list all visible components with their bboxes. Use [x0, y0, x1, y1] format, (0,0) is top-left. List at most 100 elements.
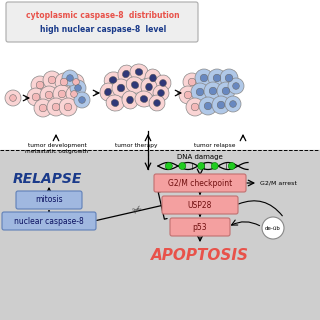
- Ellipse shape: [131, 81, 139, 89]
- Circle shape: [222, 87, 230, 95]
- Circle shape: [27, 88, 45, 106]
- Text: de-üb: de-üb: [265, 226, 281, 230]
- FancyBboxPatch shape: [2, 212, 96, 230]
- Ellipse shape: [109, 76, 117, 84]
- Text: APOPTOSIS: APOPTOSIS: [151, 247, 249, 262]
- Circle shape: [195, 69, 213, 87]
- Text: G2/M checkpoint: G2/M checkpoint: [168, 179, 232, 188]
- Circle shape: [40, 86, 58, 104]
- Circle shape: [74, 92, 90, 108]
- Circle shape: [209, 87, 217, 95]
- Circle shape: [186, 98, 204, 116]
- Circle shape: [165, 163, 172, 170]
- Ellipse shape: [145, 69, 161, 87]
- Circle shape: [199, 97, 217, 115]
- Text: nuclear caspase-8: nuclear caspase-8: [14, 217, 84, 226]
- FancyBboxPatch shape: [154, 174, 246, 192]
- Text: tumor development
metastatic outgrowth: tumor development metastatic outgrowth: [25, 143, 89, 154]
- Circle shape: [196, 88, 204, 96]
- FancyBboxPatch shape: [6, 2, 198, 42]
- Ellipse shape: [149, 74, 156, 82]
- Circle shape: [48, 76, 56, 84]
- Ellipse shape: [106, 95, 124, 111]
- Circle shape: [184, 91, 192, 99]
- Circle shape: [62, 70, 78, 86]
- Circle shape: [217, 82, 235, 100]
- Ellipse shape: [149, 95, 165, 111]
- Circle shape: [53, 85, 71, 103]
- Circle shape: [32, 93, 40, 101]
- Circle shape: [75, 84, 81, 92]
- Text: RELAPSE: RELAPSE: [12, 172, 82, 186]
- Circle shape: [204, 82, 222, 100]
- Circle shape: [70, 80, 86, 96]
- Circle shape: [230, 100, 236, 108]
- Ellipse shape: [126, 77, 144, 93]
- Ellipse shape: [123, 70, 130, 78]
- Bar: [0, 150, 320, 320]
- Text: high nuclear caspase-8  level: high nuclear caspase-8 level: [40, 25, 166, 34]
- Circle shape: [73, 79, 79, 85]
- Circle shape: [191, 83, 209, 101]
- Circle shape: [233, 83, 239, 89]
- Circle shape: [10, 95, 16, 101]
- Circle shape: [71, 91, 77, 97]
- Text: tumor relapse: tumor relapse: [194, 143, 236, 148]
- FancyBboxPatch shape: [162, 196, 238, 214]
- Ellipse shape: [155, 75, 171, 91]
- Ellipse shape: [118, 65, 134, 83]
- Ellipse shape: [122, 91, 138, 109]
- Circle shape: [36, 81, 44, 89]
- Circle shape: [5, 90, 21, 106]
- Ellipse shape: [158, 90, 164, 96]
- Circle shape: [31, 76, 49, 94]
- Ellipse shape: [105, 88, 111, 96]
- Circle shape: [212, 96, 230, 114]
- Circle shape: [220, 69, 238, 87]
- Circle shape: [217, 101, 225, 109]
- Circle shape: [59, 98, 77, 116]
- Ellipse shape: [140, 96, 148, 102]
- Text: tumor therapy: tumor therapy: [115, 143, 157, 148]
- Text: DNA damage: DNA damage: [177, 154, 223, 160]
- Ellipse shape: [154, 100, 160, 107]
- Circle shape: [64, 103, 72, 111]
- Circle shape: [208, 69, 226, 87]
- Circle shape: [47, 98, 65, 116]
- Text: cytoplasmic caspase-8  distribution: cytoplasmic caspase-8 distribution: [26, 11, 180, 20]
- Ellipse shape: [100, 83, 116, 101]
- Circle shape: [183, 73, 201, 91]
- Ellipse shape: [111, 100, 119, 107]
- Circle shape: [225, 74, 233, 82]
- Circle shape: [60, 78, 68, 86]
- Circle shape: [179, 86, 197, 104]
- Circle shape: [191, 103, 199, 111]
- Circle shape: [55, 73, 73, 91]
- Circle shape: [52, 103, 60, 111]
- Ellipse shape: [127, 96, 133, 104]
- Circle shape: [67, 75, 73, 81]
- Circle shape: [79, 97, 85, 103]
- Circle shape: [34, 99, 52, 117]
- Ellipse shape: [141, 78, 157, 96]
- Circle shape: [228, 78, 244, 94]
- Circle shape: [68, 74, 84, 90]
- Ellipse shape: [160, 80, 166, 86]
- Ellipse shape: [146, 83, 152, 91]
- Circle shape: [213, 74, 221, 82]
- Circle shape: [43, 71, 61, 89]
- Circle shape: [211, 163, 218, 170]
- Circle shape: [39, 104, 47, 112]
- Text: p53: p53: [193, 222, 207, 231]
- Circle shape: [198, 163, 205, 170]
- FancyBboxPatch shape: [170, 218, 230, 236]
- Circle shape: [204, 102, 212, 110]
- Ellipse shape: [112, 79, 130, 97]
- FancyBboxPatch shape: [16, 191, 82, 209]
- Text: mitosis: mitosis: [35, 196, 63, 204]
- Circle shape: [225, 96, 241, 112]
- Ellipse shape: [117, 84, 125, 92]
- Text: ✂: ✂: [132, 203, 145, 217]
- Circle shape: [58, 90, 66, 98]
- Ellipse shape: [104, 72, 122, 88]
